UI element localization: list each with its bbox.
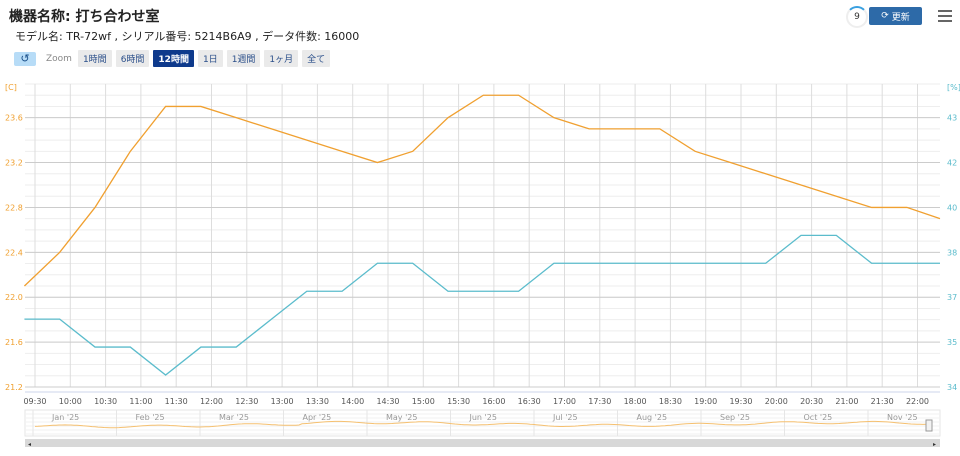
- left-axis-tick: 22.8: [5, 203, 23, 212]
- x-axis-tick: 10:00: [59, 397, 82, 406]
- undo-icon: ↺: [20, 52, 30, 65]
- left-axis-tick: 22.4: [5, 248, 23, 257]
- x-axis-tick: 10:30: [94, 397, 117, 406]
- navigator-month-label: Jun '25: [469, 413, 497, 422]
- reset-zoom-button[interactable]: ↺: [14, 51, 36, 66]
- navigator-month-label: Apr '25: [303, 413, 332, 422]
- right-axis-tick: 40: [947, 203, 957, 212]
- x-axis-tick: 16:30: [518, 397, 541, 406]
- scroll-right-arrow[interactable]: ▸: [933, 441, 936, 448]
- left-axis-tick: 21.2: [5, 383, 23, 392]
- refresh-label: 更新: [891, 12, 910, 23]
- x-axis-tick: 20:30: [800, 397, 823, 406]
- zoom-1w-button[interactable]: 1週間: [226, 50, 261, 67]
- x-axis-tick: 16:00: [482, 397, 505, 406]
- x-axis-tick: 11:30: [165, 397, 188, 406]
- navigator-month-label: Aug '25: [637, 413, 668, 422]
- navigator-month-label: Feb '25: [136, 413, 165, 422]
- right-axis-tick: 37: [947, 293, 957, 302]
- navigator-month-label: May '25: [386, 413, 417, 422]
- x-axis-tick: 12:00: [200, 397, 223, 406]
- refresh-button[interactable]: ⟳ 更新: [869, 7, 922, 25]
- x-axis-tick: 14:00: [341, 397, 364, 406]
- zoom-1m-button[interactable]: 1ヶ月: [264, 50, 299, 67]
- zoom-bar: ↺ Zoom 1時間 6時間 12時間 1日 1週間 1ヶ月 全て: [14, 50, 331, 67]
- refresh-icon: ⟳: [881, 11, 889, 21]
- x-axis-tick: 20:00: [765, 397, 788, 406]
- x-axis-tick: 19:00: [694, 397, 717, 406]
- device-info: モデル名: TR-72wf , シリアル番号: 5214B6A9 , データ件数…: [15, 30, 360, 43]
- navigator-month-label: Jan '25: [51, 413, 79, 422]
- zoom-12h-button[interactable]: 12時間: [153, 50, 194, 67]
- menu-icon[interactable]: [938, 10, 952, 25]
- scroll-left-arrow[interactable]: ◂: [28, 441, 31, 448]
- left-axis-tick: 22.0: [5, 293, 23, 302]
- scrollbar[interactable]: [25, 439, 940, 447]
- navigator-handle[interactable]: [925, 419, 933, 432]
- x-axis-tick: 12:30: [235, 397, 258, 406]
- x-axis-tick: 14:30: [376, 397, 399, 406]
- x-axis-tick: 17:00: [553, 397, 576, 406]
- left-axis-tick: 23.6: [5, 114, 23, 123]
- humidity-line: [24, 234, 940, 376]
- left-axis-unit: [C]: [5, 83, 17, 92]
- navigator-month-label: Sep '25: [720, 413, 750, 422]
- x-axis-tick: 13:30: [306, 397, 329, 406]
- device-title: 機器名称: 打ち合わせ室: [9, 9, 160, 25]
- right-axis-tick: 35: [947, 338, 957, 347]
- navigator-series: [34, 420, 929, 429]
- zoom-all-button[interactable]: 全て: [302, 50, 331, 67]
- x-axis-tick: 21:30: [871, 397, 894, 406]
- refresh-countdown: 9: [846, 6, 868, 28]
- x-axis-tick: 15:00: [412, 397, 435, 406]
- x-axis-tick: 22:00: [906, 397, 929, 406]
- x-axis-tick: 09:30: [23, 397, 46, 406]
- zoom-6h-button[interactable]: 6時間: [115, 50, 150, 67]
- zoom-1h-button[interactable]: 1時間: [77, 50, 112, 67]
- navigator-month-label: Jul '25: [552, 413, 578, 422]
- navigator-month-label: Nov '25: [887, 413, 918, 422]
- x-axis-tick: 13:00: [271, 397, 294, 406]
- left-axis-tick: 23.2: [5, 159, 23, 168]
- x-axis-tick: 21:00: [835, 397, 858, 406]
- x-axis-tick: 17:30: [588, 397, 611, 406]
- temperature-line: [23, 94, 941, 287]
- x-axis-tick: 19:30: [729, 397, 752, 406]
- zoom-label: Zoom: [46, 53, 72, 64]
- navigator-month-label: Oct '25: [804, 413, 833, 422]
- x-axis-tick: 18:30: [659, 397, 682, 406]
- x-axis-tick: 15:30: [447, 397, 470, 406]
- zoom-1d-button[interactable]: 1日: [197, 50, 223, 67]
- right-axis-tick: 34: [947, 383, 957, 392]
- right-axis-unit: [%]: [947, 83, 960, 92]
- navigator-month-label: Mar '25: [219, 413, 249, 422]
- left-axis-tick: 21.6: [5, 338, 23, 347]
- x-axis-tick: 11:00: [129, 397, 152, 406]
- right-axis-tick: 38: [947, 248, 957, 257]
- right-axis-tick: 43: [947, 114, 957, 123]
- right-axis-tick: 42: [947, 159, 957, 168]
- x-axis-tick: 18:00: [624, 397, 647, 406]
